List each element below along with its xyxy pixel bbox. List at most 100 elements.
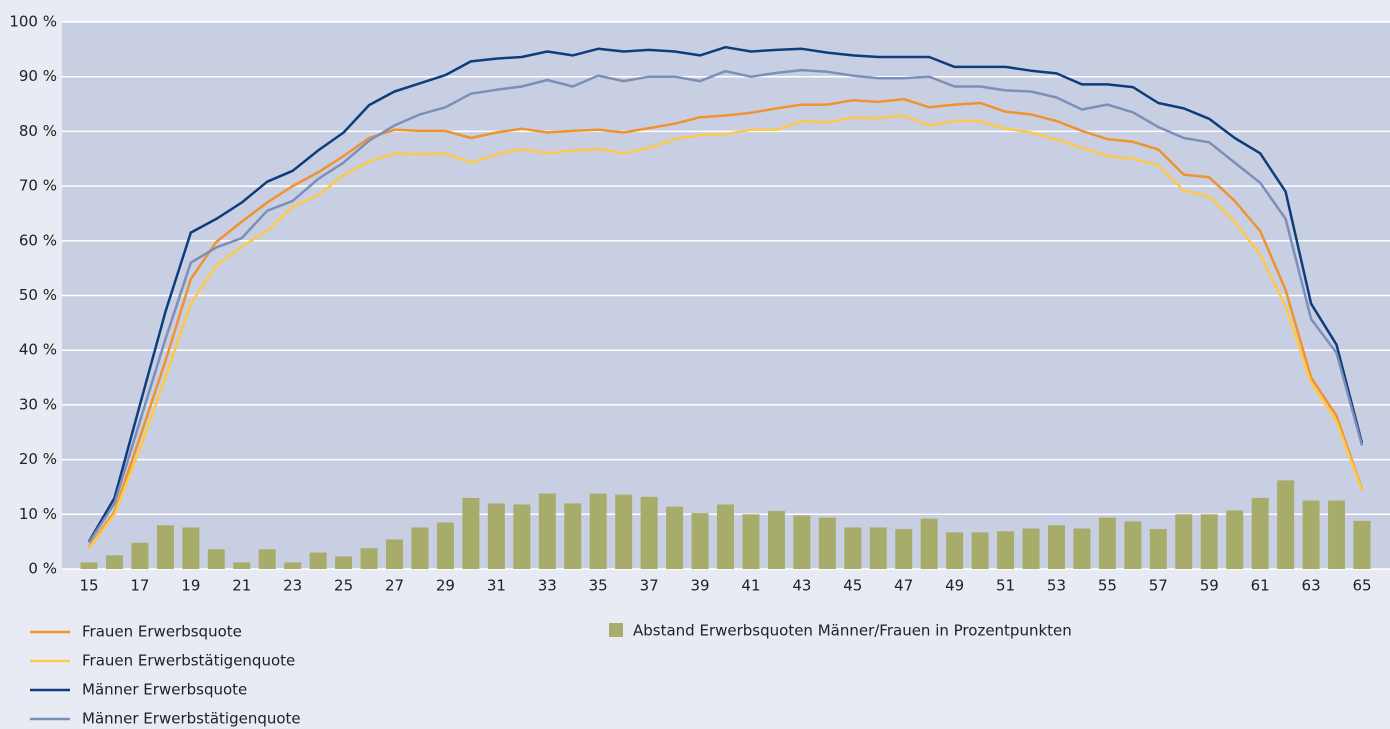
line — [87, 68, 1364, 544]
x-tick-label: 21 — [232, 577, 251, 595]
y-tick-label: 40 % — [19, 341, 57, 359]
bar — [258, 549, 276, 569]
y-tick-label: 70 % — [19, 177, 57, 195]
x-tick-label: 31 — [487, 577, 506, 595]
legend-label: Männer Erwerbstätigenquote — [82, 710, 301, 728]
bar — [233, 562, 251, 569]
bar — [284, 562, 302, 569]
bar — [105, 555, 123, 569]
x-tick-label: 51 — [996, 577, 1015, 595]
bar — [487, 503, 505, 569]
bar — [742, 514, 760, 569]
line — [87, 97, 1364, 548]
bar — [207, 549, 225, 569]
y-tick-label: 90 % — [19, 67, 57, 85]
bar — [309, 552, 327, 569]
x-tick-label: 15 — [79, 577, 98, 595]
bar — [411, 527, 429, 569]
bar — [386, 539, 404, 569]
bar — [1200, 514, 1218, 569]
bar — [895, 529, 913, 569]
x-tick-label: 43 — [792, 577, 811, 595]
bar — [666, 506, 684, 569]
bar — [1098, 517, 1116, 569]
x-tick-label: 35 — [589, 577, 608, 595]
bar — [1226, 510, 1244, 569]
x-tick-label: 57 — [1149, 577, 1168, 595]
x-tick-label: 47 — [894, 577, 913, 595]
line — [88, 114, 1364, 549]
bar — [564, 503, 582, 569]
x-tick-label: 59 — [1200, 577, 1219, 595]
bar — [997, 531, 1015, 569]
bar — [538, 493, 556, 569]
x-tick-label: 17 — [130, 577, 149, 595]
y-tick-label: 30 % — [19, 395, 57, 413]
legend-label: Abstand Erwerbsquoten Männer/Frauen in P… — [633, 622, 1072, 640]
bar — [691, 513, 709, 569]
legend-swatch — [609, 623, 623, 637]
bar — [767, 511, 785, 569]
bar — [436, 522, 454, 569]
bar — [717, 504, 734, 569]
y-tick-label: 100 % — [9, 13, 57, 31]
bar — [1149, 529, 1167, 569]
bar — [640, 496, 658, 569]
x-tick-label: 19 — [181, 577, 200, 595]
bar — [793, 515, 811, 569]
bar — [513, 504, 531, 569]
x-tick-label: 55 — [1098, 577, 1117, 595]
legend-label: Frauen Erwerbstätigenquote — [82, 652, 295, 670]
bar — [360, 548, 378, 569]
bar — [818, 517, 836, 569]
y-tick-label: 80 % — [19, 122, 57, 140]
legend-label: Männer Erwerbsquote — [82, 681, 247, 699]
bar — [1353, 520, 1371, 569]
bar — [1073, 528, 1091, 569]
bar — [1047, 525, 1065, 569]
x-tick-label: 45 — [843, 577, 862, 595]
x-tick-label: 61 — [1251, 577, 1270, 595]
x-tick-label: 63 — [1302, 577, 1321, 595]
x-tick-label: 53 — [1047, 577, 1066, 595]
bar — [1302, 500, 1320, 569]
bar — [1277, 480, 1295, 569]
y-tick-label: 50 % — [19, 286, 57, 304]
bar — [946, 532, 964, 569]
x-tick-label: 39 — [690, 577, 709, 595]
bar — [131, 542, 149, 569]
y-tick-label: 60 % — [19, 231, 57, 249]
bar — [1328, 500, 1346, 569]
x-tick-label: 29 — [436, 577, 455, 595]
bar — [1251, 497, 1269, 569]
bar — [971, 532, 989, 569]
x-tick-label: 23 — [283, 577, 302, 595]
y-tick-label: 10 % — [19, 505, 57, 523]
x-tick-label: 37 — [640, 577, 659, 595]
bar — [869, 527, 887, 569]
x-tick-label: 49 — [945, 577, 964, 595]
bar — [589, 493, 607, 569]
y-tick-label: 0 % — [28, 560, 57, 578]
bar — [1022, 528, 1040, 569]
x-tick-label: 25 — [334, 577, 353, 595]
y-tick-label: 20 % — [19, 450, 57, 468]
line — [87, 45, 1364, 543]
bar — [844, 527, 862, 569]
x-tick-label: 41 — [741, 577, 760, 595]
bar — [615, 494, 633, 569]
x-tick-label: 33 — [538, 577, 557, 595]
bar — [920, 518, 938, 569]
bar — [462, 497, 480, 569]
bar — [335, 556, 353, 569]
bar — [1124, 521, 1142, 569]
bar — [182, 527, 200, 569]
x-tick-label: 27 — [385, 577, 404, 595]
bar — [1175, 514, 1193, 569]
bar — [156, 525, 174, 569]
bar — [80, 562, 98, 569]
x-tick-label: 65 — [1352, 577, 1371, 595]
legend-label: Frauen Erwerbsquote — [82, 623, 242, 641]
